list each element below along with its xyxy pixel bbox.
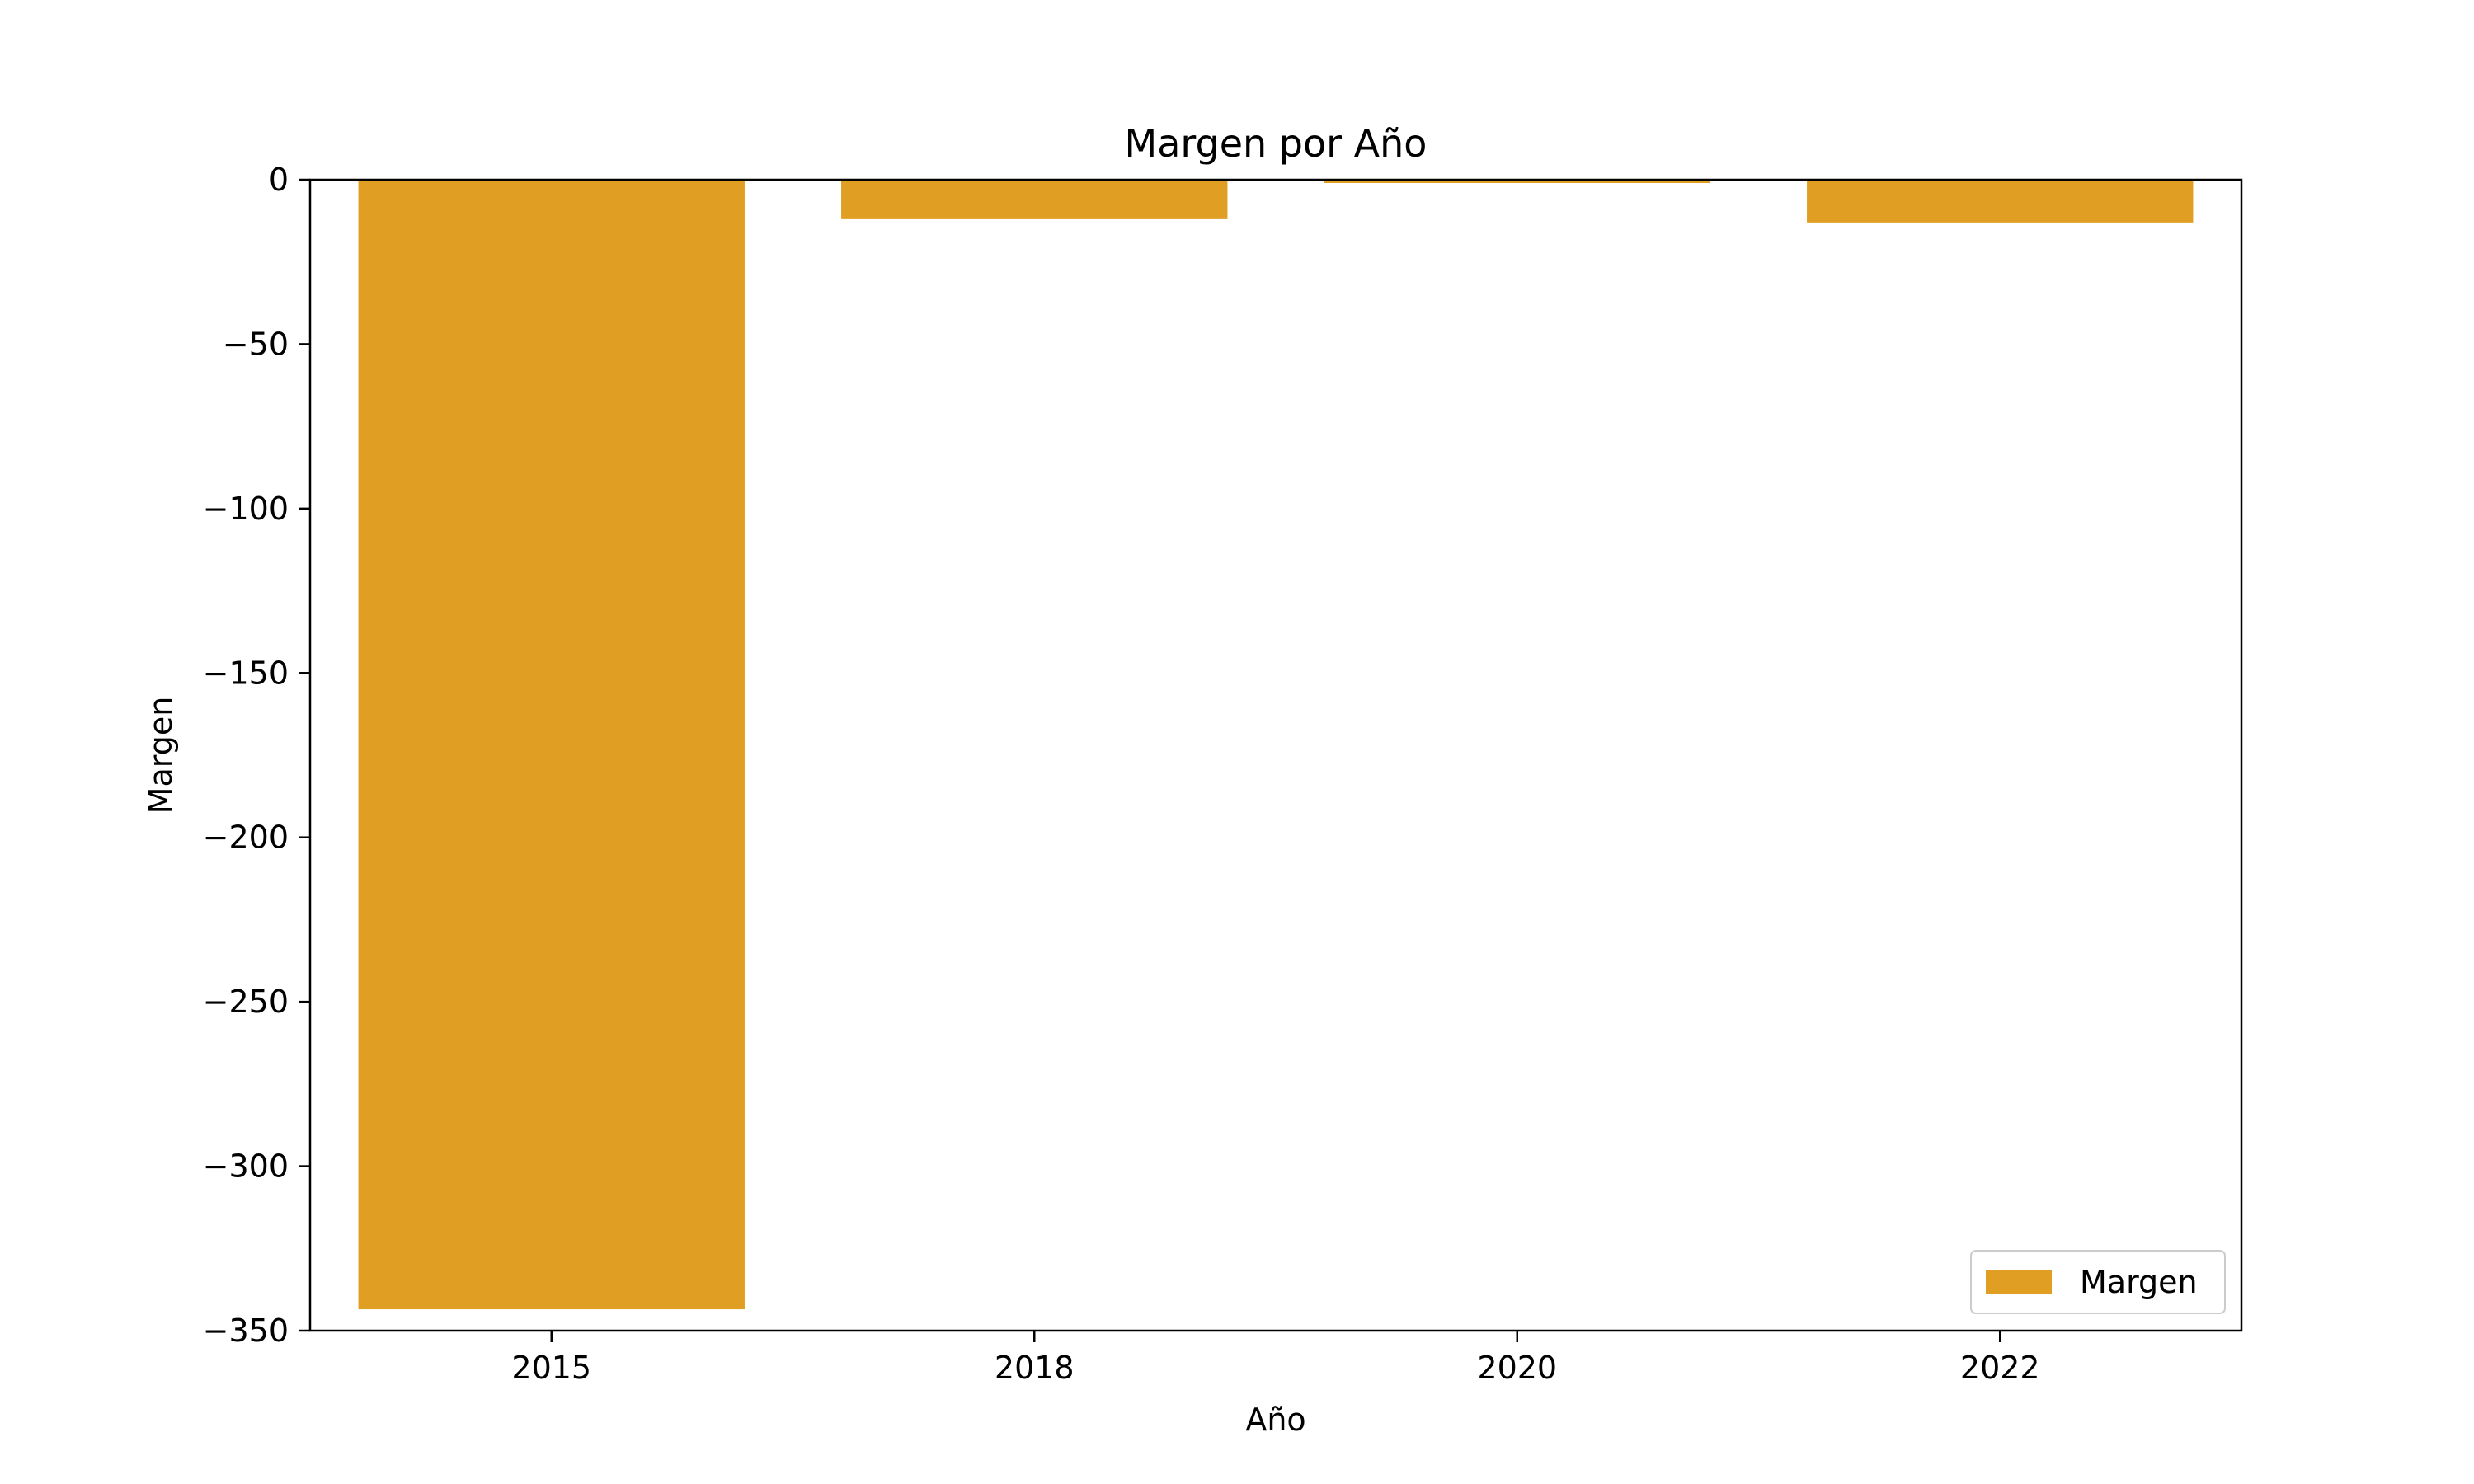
- chart-title: Margen por Año: [1125, 121, 1427, 166]
- y-axis: 0 −50 −100 −150 −200 −250 −300 −350: [203, 162, 310, 1349]
- bar-2022: [1807, 180, 2194, 223]
- plot-area-frame: [308, 178, 2243, 1332]
- legend-swatch: [1986, 1270, 2052, 1294]
- y-tick-label: −200: [203, 819, 289, 856]
- y-axis-label: Margen: [143, 697, 179, 815]
- bar-2015: [358, 180, 745, 1310]
- y-tick-label: −100: [203, 491, 289, 527]
- x-tick-label: 2022: [1960, 1350, 2040, 1386]
- x-tick-label: 2018: [995, 1350, 1075, 1386]
- legend-box: [1970, 1250, 2226, 1314]
- y-tick-label: −350: [203, 1313, 289, 1349]
- x-axis: 2015 2018 2020 2022: [511, 1331, 2040, 1386]
- y-tick-label: −50: [223, 326, 289, 362]
- x-tick-label: 2020: [1477, 1350, 1557, 1386]
- bar-2018: [841, 180, 1228, 219]
- y-tick-label: −150: [203, 655, 289, 691]
- bars-layer: [358, 180, 2194, 1310]
- bar-2020: [1324, 180, 1710, 183]
- legend: Margen: [1970, 1250, 2226, 1314]
- x-tick-label: 2015: [511, 1350, 591, 1386]
- y-tick-label: −300: [203, 1148, 289, 1185]
- legend-label: Margen: [2080, 1264, 2198, 1300]
- x-axis-label: Año: [1245, 1402, 1305, 1438]
- y-tick-label: −250: [203, 984, 289, 1020]
- y-tick-label: 0: [269, 162, 289, 198]
